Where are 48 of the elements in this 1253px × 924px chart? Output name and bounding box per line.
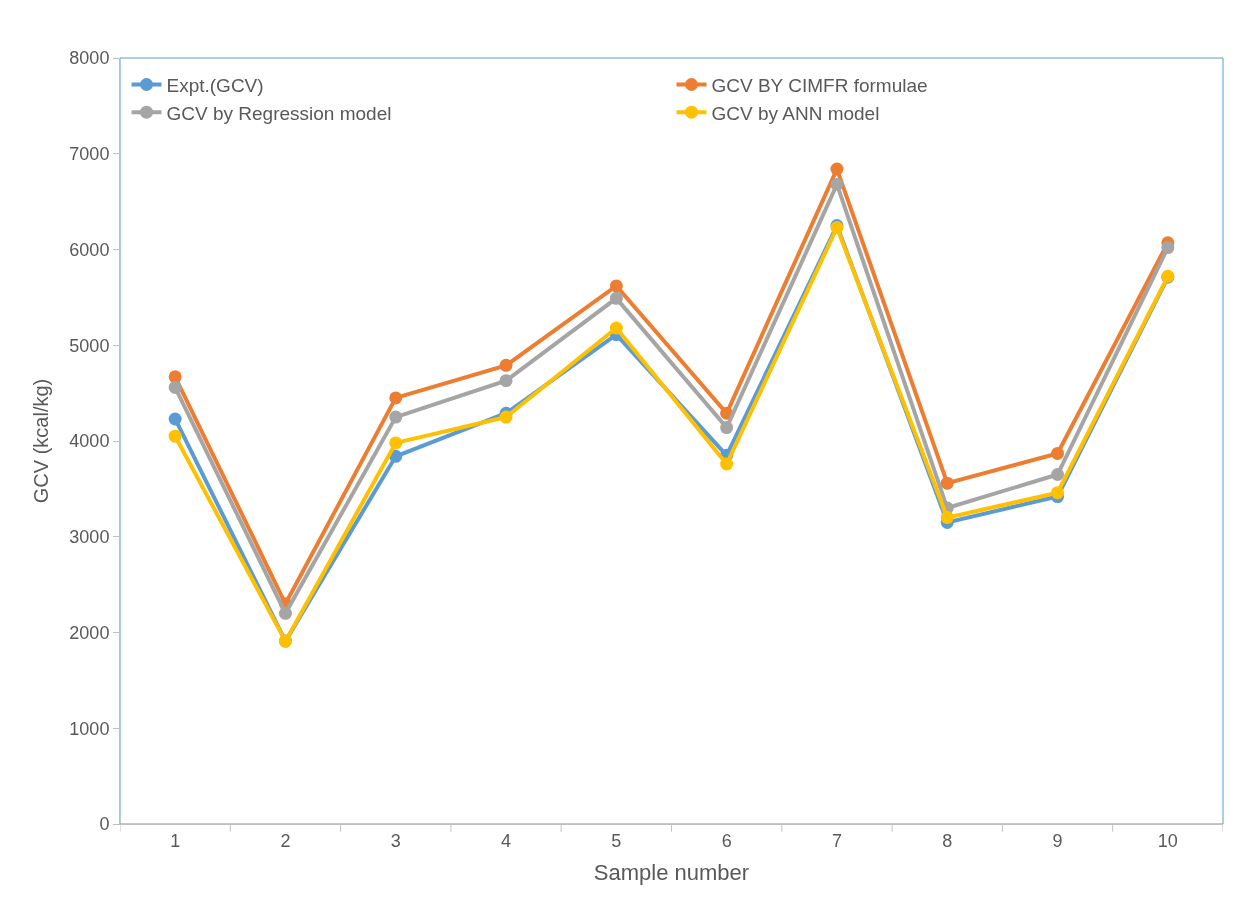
point [609, 291, 623, 305]
y-tick-label: 2000 [69, 622, 110, 643]
point [1051, 468, 1065, 481]
x-tick-label: 7 [831, 830, 842, 851]
point [168, 429, 182, 443]
y-tick-label: 3000 [69, 527, 110, 548]
x-tick-label: 10 [1157, 830, 1178, 851]
point [830, 177, 844, 191]
point [720, 457, 734, 471]
y-tick-label: 4000 [69, 431, 110, 452]
y-tick-label: 6000 [69, 239, 110, 260]
legend-label: GCV BY CIMFR formulae [711, 74, 928, 96]
y-tick-label: 5000 [69, 335, 110, 356]
point [720, 421, 734, 435]
y-tick-label: 1000 [69, 718, 110, 739]
x-tick-label: 5 [611, 830, 622, 851]
y-tick-label: 7000 [69, 144, 110, 165]
y-tick-label: 0 [99, 814, 110, 835]
point [168, 412, 182, 426]
x-tick-label: 6 [721, 830, 732, 851]
point [1051, 446, 1065, 460]
point [1161, 241, 1175, 255]
point [168, 380, 182, 394]
point [499, 374, 513, 388]
point [389, 436, 403, 450]
y-axis-title: GCV (kcal/kg) [29, 378, 52, 504]
point [499, 410, 513, 424]
legend-label: Expt.(GCV) [166, 74, 264, 96]
point [940, 476, 954, 490]
point [609, 321, 623, 335]
y-tick-label: 8000 [69, 48, 110, 69]
point [499, 358, 513, 372]
x-tick-label: 8 [942, 830, 953, 851]
x-tick-label: 4 [501, 830, 512, 851]
x-tick-label: 1 [170, 830, 181, 851]
x-tick-label: 9 [1052, 830, 1063, 851]
x-axis-title: Sample number [593, 860, 750, 886]
point [278, 606, 292, 620]
x-tick-label: 2 [280, 830, 291, 851]
point [389, 410, 403, 424]
point [830, 162, 844, 176]
legend-label: GCV by Regression model [166, 102, 392, 124]
point [940, 511, 954, 525]
point [1051, 486, 1065, 500]
point [609, 279, 623, 293]
legend-label: GCV by ANN model [711, 102, 880, 124]
point [389, 391, 403, 405]
x-tick-label: 3 [390, 830, 401, 851]
